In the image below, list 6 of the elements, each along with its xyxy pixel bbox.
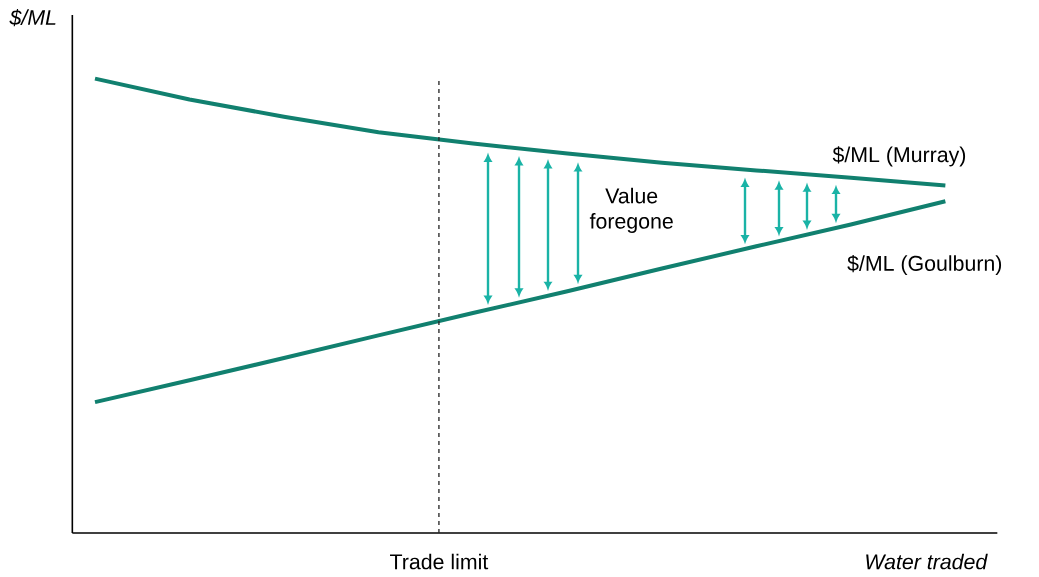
text: Trade limit xyxy=(390,553,489,570)
series-label: $/ML (Goulburn) xyxy=(847,254,1002,276)
annotation: Value foregone xyxy=(589,187,673,233)
series-label: $/ML (Murray) xyxy=(832,146,966,167)
y-axis-title: $/ML xyxy=(9,9,56,27)
x-axis-title: Water traded xyxy=(866,553,988,570)
